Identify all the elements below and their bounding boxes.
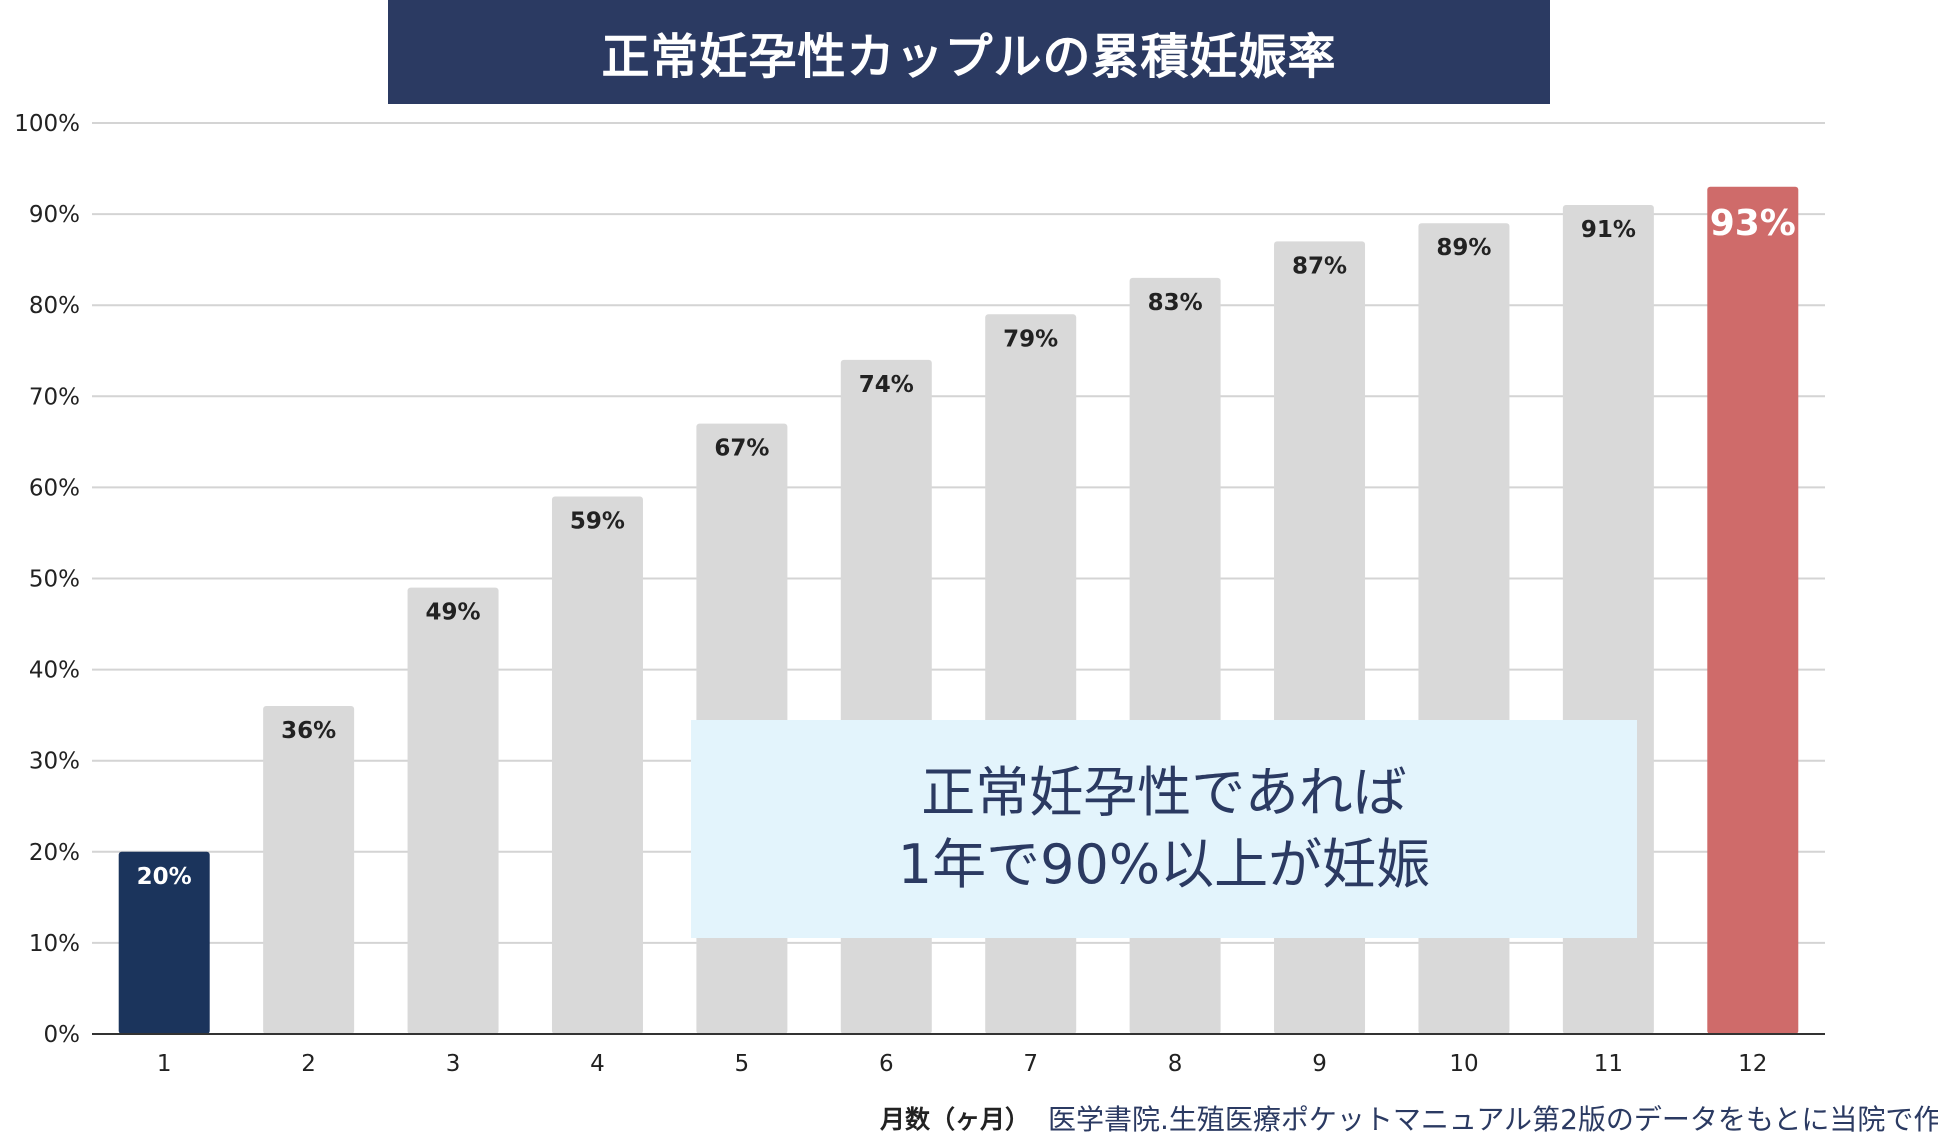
data-label: 49% xyxy=(426,600,481,626)
y-tick-label: 30% xyxy=(29,749,80,775)
y-tick-label: 60% xyxy=(29,475,80,501)
x-tick-label: 10 xyxy=(1449,1051,1478,1077)
y-tick-label: 40% xyxy=(29,658,80,684)
x-tick-label: 6 xyxy=(879,1051,894,1077)
x-tick-label: 4 xyxy=(590,1051,605,1077)
annotation-line-1: 正常妊孕性であれば xyxy=(921,761,1407,824)
annotation-line-2: 1年で90%以上が妊娠 xyxy=(897,833,1431,896)
bar xyxy=(551,496,643,1034)
y-tick-label: 100% xyxy=(14,111,80,137)
chart-title: 正常妊孕性カップルの累積妊娠率 xyxy=(388,0,1550,104)
y-tick-label: 20% xyxy=(29,840,80,866)
y-tick-label: 10% xyxy=(29,931,80,957)
bar xyxy=(263,706,355,1034)
y-tick-label: 80% xyxy=(29,293,80,319)
data-label: 89% xyxy=(1436,235,1491,261)
x-axis-title: 月数（ヶ月） xyxy=(880,1105,1031,1134)
x-tick-label: 2 xyxy=(301,1051,316,1077)
bar xyxy=(1707,186,1799,1034)
x-tick-label: 1 xyxy=(157,1051,172,1077)
y-tick-label: 70% xyxy=(29,384,80,410)
x-tick-label: 5 xyxy=(735,1051,750,1077)
bar xyxy=(407,587,499,1034)
data-label: 83% xyxy=(1148,290,1203,316)
x-tick-label: 12 xyxy=(1738,1051,1767,1077)
x-tick-label: 8 xyxy=(1168,1051,1183,1077)
bar xyxy=(118,851,210,1034)
y-tick-label: 0% xyxy=(44,1022,81,1048)
x-tick-label: 7 xyxy=(1023,1051,1038,1077)
y-tick-label: 50% xyxy=(29,567,80,593)
data-label: 36% xyxy=(281,718,336,744)
y-tick-label: 90% xyxy=(29,202,80,228)
x-tick-label: 3 xyxy=(446,1051,461,1077)
data-label: 87% xyxy=(1292,253,1347,279)
x-tick-label: 9 xyxy=(1312,1051,1327,1077)
data-label: 74% xyxy=(859,372,914,398)
annotation-callout: 正常妊孕性であれば 1年で90%以上が妊娠 xyxy=(691,720,1637,938)
source-note: 医学書院.生殖医療ポケットマニュアル第2版のデータをもとに当院で作成 xyxy=(1048,1103,1938,1136)
x-tick-label: 11 xyxy=(1594,1051,1623,1077)
data-label: 91% xyxy=(1581,217,1636,243)
data-label: 93% xyxy=(1710,203,1796,244)
data-label: 20% xyxy=(137,864,192,890)
data-label: 67% xyxy=(714,436,769,462)
data-label: 59% xyxy=(570,509,625,535)
data-label: 79% xyxy=(1003,326,1058,352)
